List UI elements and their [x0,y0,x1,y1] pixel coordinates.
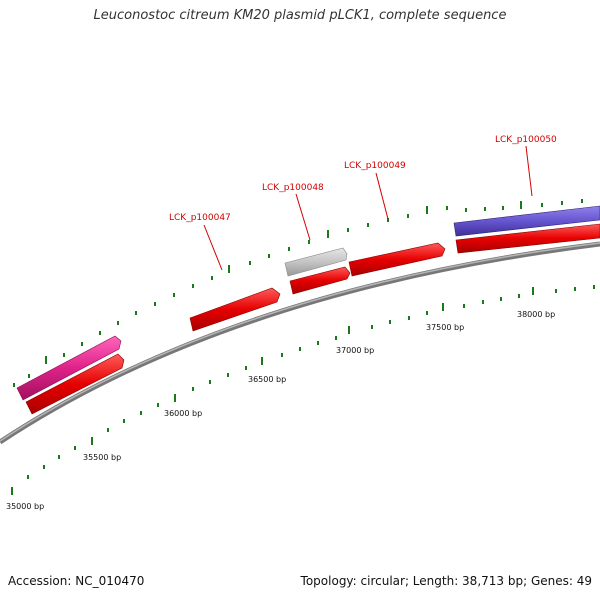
cds-arrow-lck-p100048[interactable] [289,266,351,295]
cds-arrow-lck-p100049[interactable] [348,242,446,277]
scale-label-37000: 37000 bp [336,346,374,355]
accession-text: Accession: NC_010470 [8,574,145,588]
map-title: Leuconostoc citreum KM20 plasmid pLCK1, … [93,8,507,23]
gene-label-lck-p100049: LCK_p100049 [344,161,406,171]
scale-label-37500: 37500 bp [426,323,464,332]
blue-feature-arrow[interactable] [453,205,600,237]
inner-tick-row [11,285,595,495]
pink-feature-arrow[interactable] [16,335,122,401]
topology-summary: Topology: circular; Length: 38,713 bp; G… [300,574,592,588]
gene-label-lck-p100050: LCK_p100050 [495,135,557,145]
cds-arrow-lck-p100047[interactable] [189,287,281,332]
gray-feature-arrow[interactable] [284,247,348,277]
cds-arrow-lck-p100050[interactable] [455,223,600,254]
gene-label-lck-p100047: LCK_p100047 [169,213,231,223]
gene-label-leaders [203,145,533,271]
scale-label-35500: 35500 bp [83,453,121,462]
gene-label-lck-p100048: LCK_p100048 [262,183,324,193]
scale-label-36500: 36500 bp [248,375,286,384]
scale-label-38000: 38000 bp [517,310,555,319]
plasmid-backbone-highlight [0,242,600,442]
scale-label-35000: 35000 bp [6,502,44,511]
plasmid-backbone [0,241,600,445]
scale-label-36000: 36000 bp [164,409,202,418]
cds-arrow-left[interactable] [25,353,125,415]
